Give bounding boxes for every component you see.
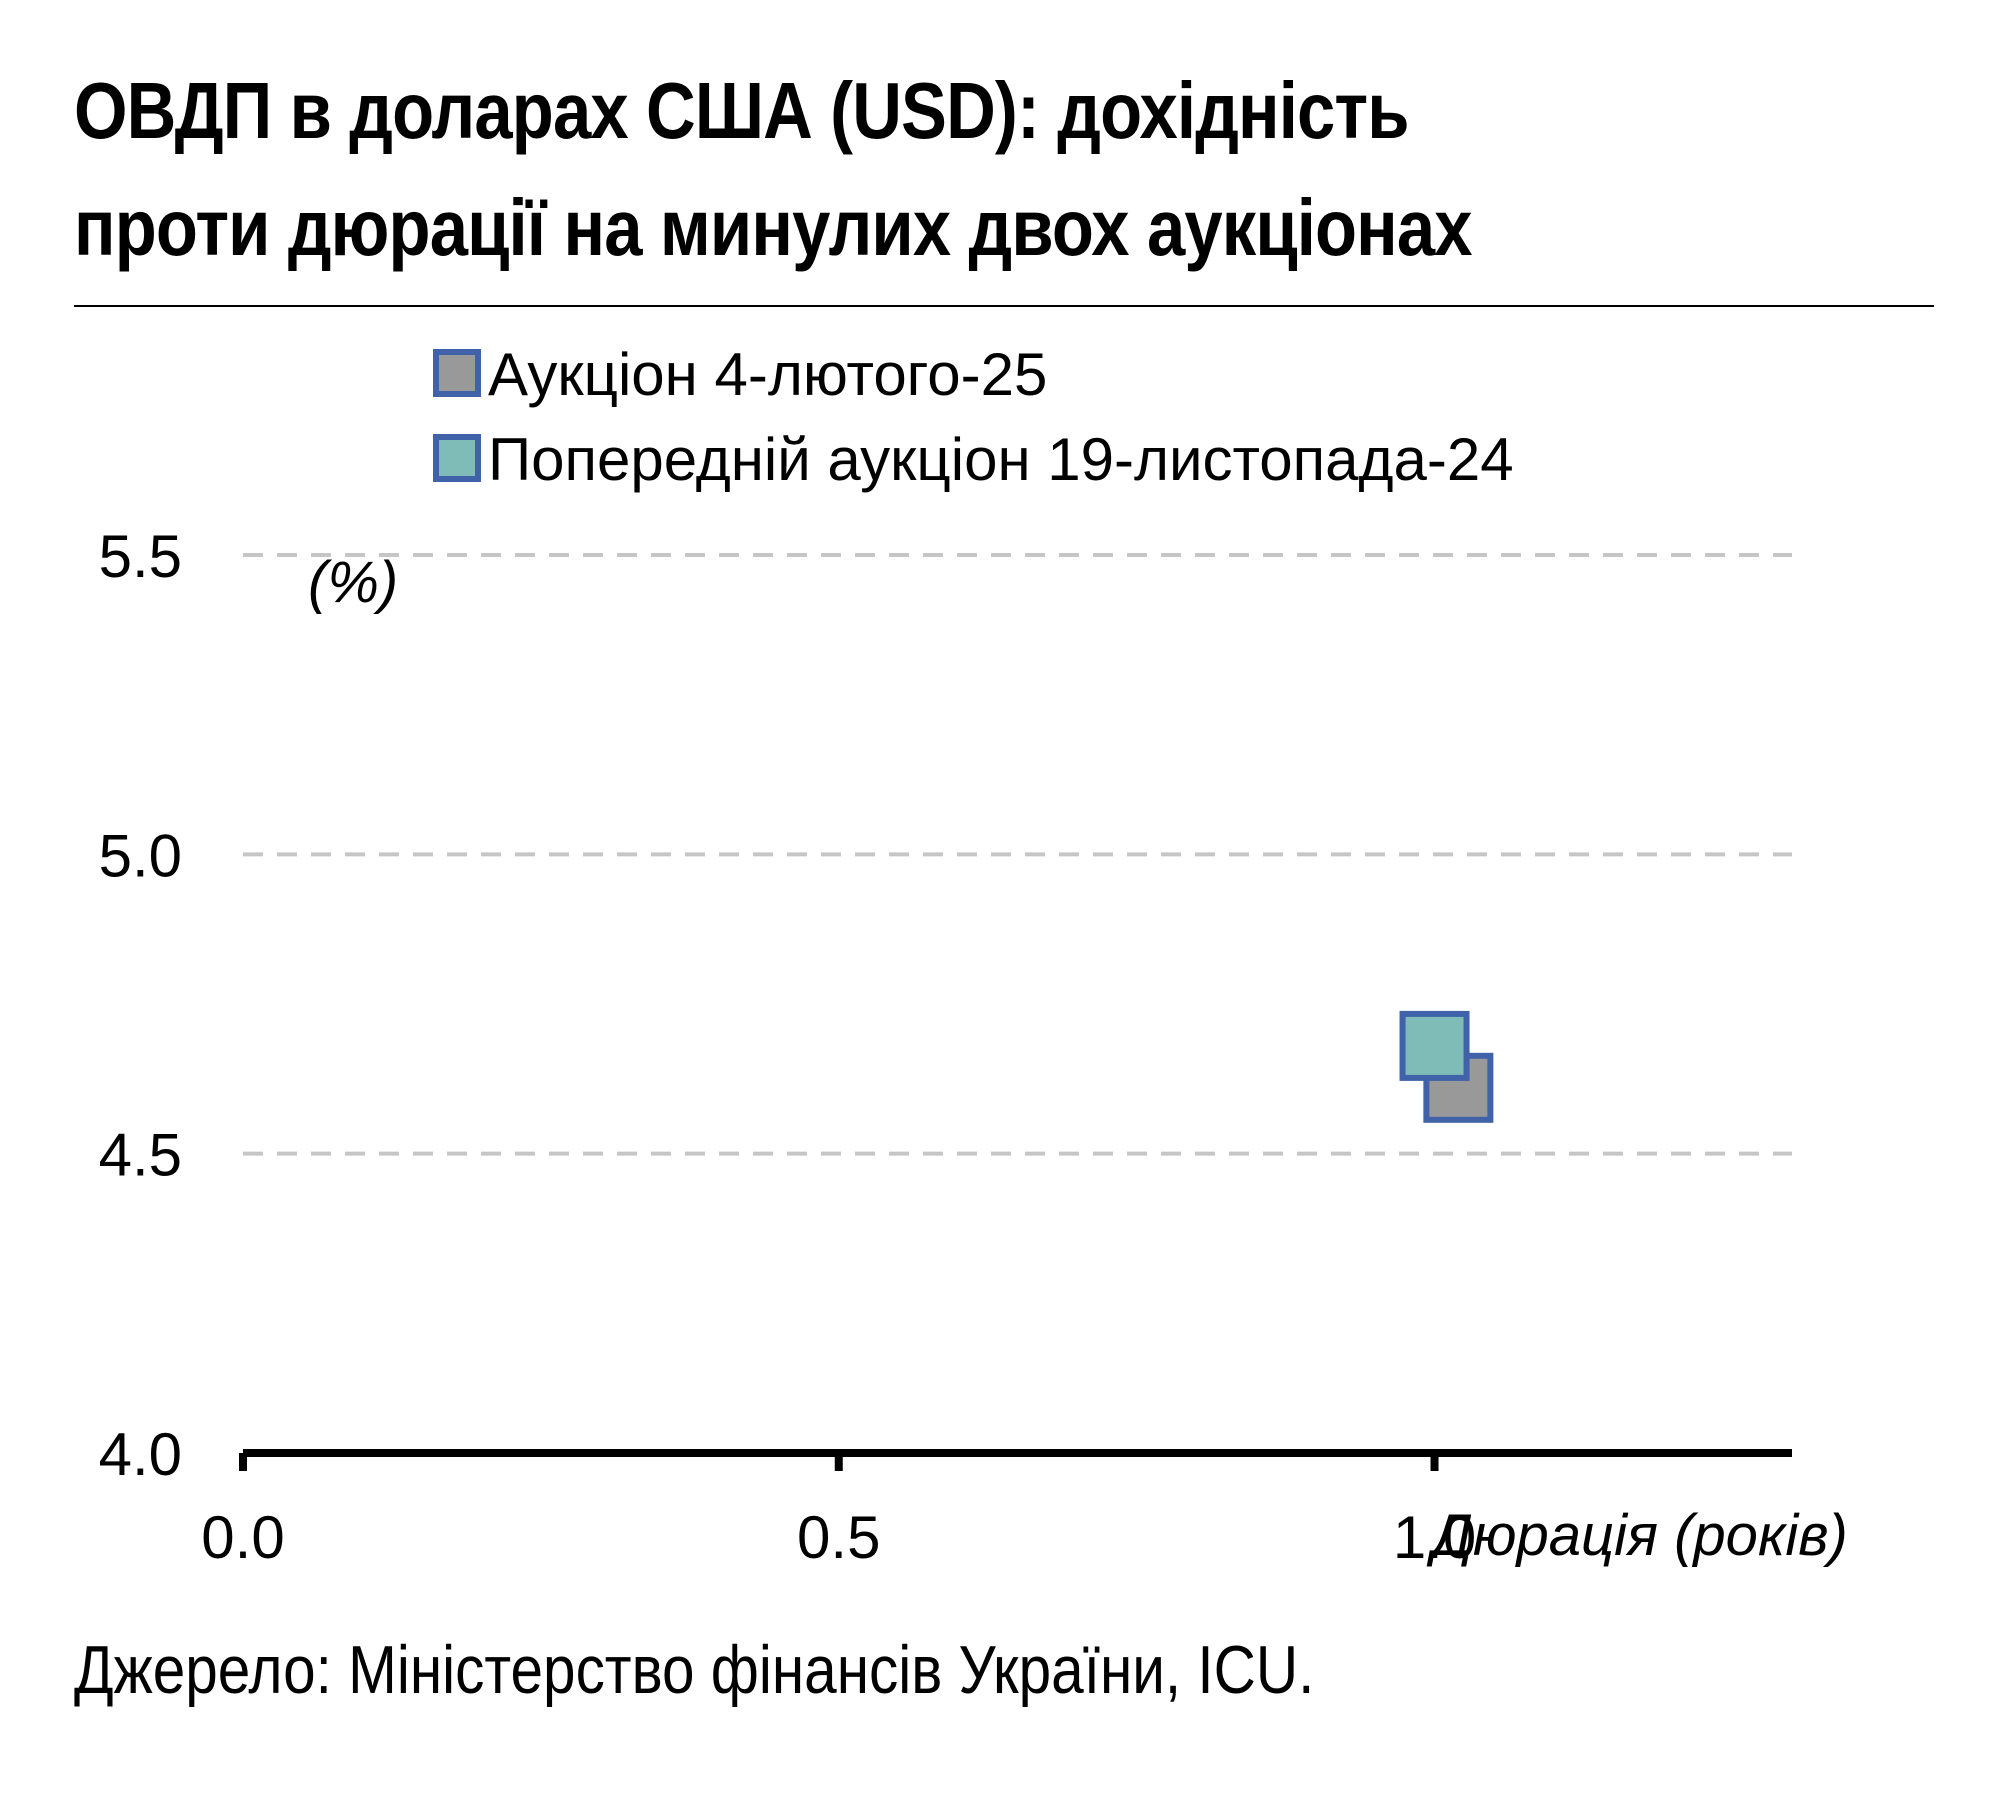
x-tick-label: 1.0 <box>1393 1504 1476 1571</box>
title-divider <box>74 305 1934 307</box>
legend-label: Аукціон 4-лютого-25 <box>488 341 1047 408</box>
y-tick-label: 5.5 <box>99 523 182 590</box>
legend-swatch <box>433 434 481 482</box>
y-tick-label: 5.0 <box>99 822 182 889</box>
data-points <box>1399 1010 1494 1123</box>
chart-title: ОВДП в доларах США (USD): дохідність про… <box>74 52 1674 286</box>
data-point <box>1399 1010 1470 1081</box>
chart-title-line1: ОВДП в доларах США (USD): дохідність <box>74 66 1409 155</box>
legend-swatch <box>433 349 481 397</box>
gridlines <box>243 553 1792 1156</box>
legend: Аукціон 4-лютого-25 Попередній аукціон 19… <box>433 341 1514 493</box>
chart-title-line2: проти дюрації на минулих двох аукціонах <box>74 183 1473 272</box>
axes: 4.0 4.5 5.0 5.5 0.0 0.5 1.0 <box>99 523 1792 1571</box>
legend-label: Попередній аукціон 19-листопада-24 <box>488 426 1514 493</box>
x-tick-label: 0.5 <box>797 1504 880 1571</box>
source-note: Джерело: Міністерство фінансів України, … <box>74 1632 1315 1708</box>
y-tick-label: 4.0 <box>99 1421 182 1488</box>
x-tick-label: 0.0 <box>201 1504 284 1571</box>
y-axis-label: (%) <box>308 550 398 615</box>
y-tick-label: 4.5 <box>99 1122 182 1189</box>
x-axis-label: Дюрація (років) <box>1426 1503 1848 1568</box>
scatter-chart: 4.0 4.5 5.0 5.5 0.0 0.5 1.0 Аукціон 4-лютого-2… <box>99 341 1848 1571</box>
